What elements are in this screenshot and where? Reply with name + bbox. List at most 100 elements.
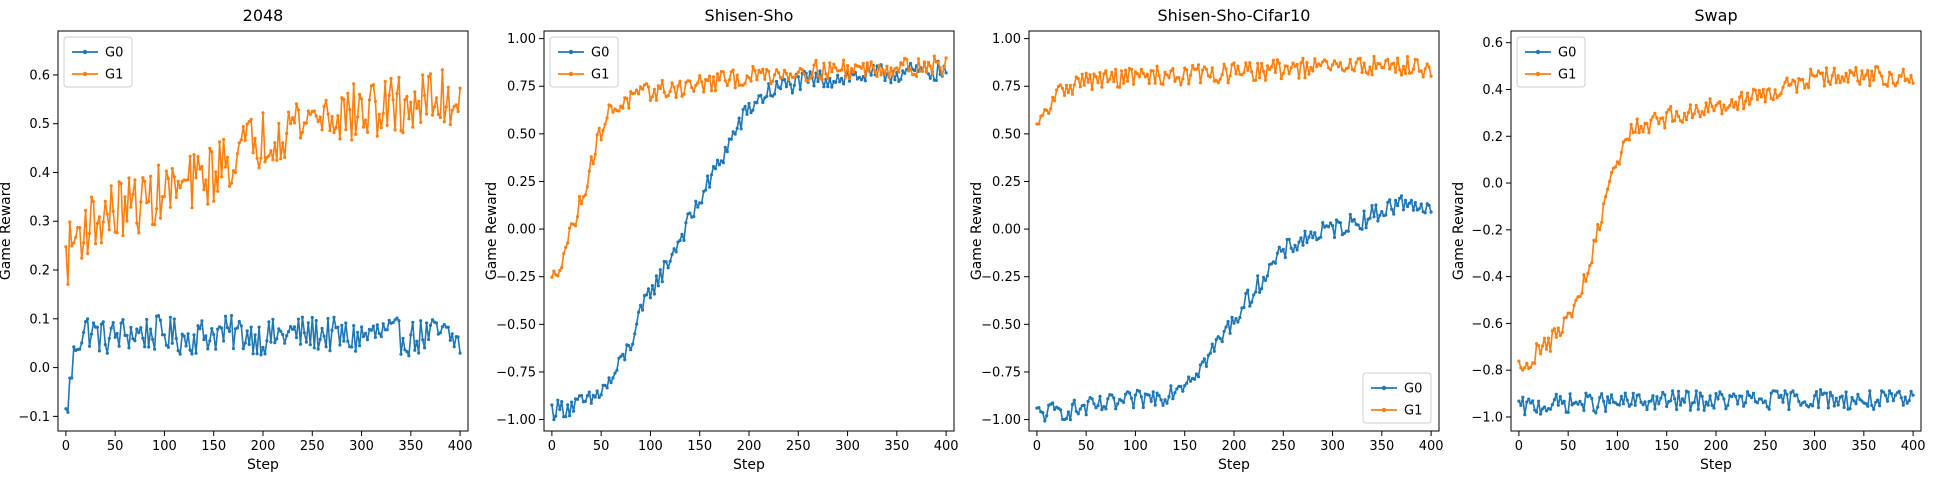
data-point bbox=[1293, 243, 1297, 247]
data-point bbox=[1360, 71, 1364, 75]
data-point bbox=[1226, 319, 1230, 324]
data-point bbox=[650, 95, 655, 99]
data-point bbox=[1832, 404, 1836, 408]
data-point bbox=[444, 105, 448, 109]
data-point bbox=[706, 78, 710, 83]
data-point bbox=[924, 70, 929, 74]
data-point bbox=[1621, 140, 1625, 144]
data-point bbox=[1399, 73, 1404, 77]
data-point bbox=[371, 324, 375, 328]
data-point bbox=[328, 349, 332, 353]
data-point bbox=[1252, 293, 1256, 297]
data-point bbox=[405, 350, 409, 354]
data-point bbox=[131, 337, 135, 341]
data-point bbox=[1749, 396, 1754, 400]
data-point bbox=[292, 121, 297, 125]
data-point bbox=[1574, 298, 1578, 302]
data-point bbox=[194, 351, 198, 355]
legend-label-g1: G1 bbox=[1404, 404, 1422, 419]
data-point bbox=[1045, 414, 1049, 418]
data-point bbox=[436, 112, 440, 116]
data-point bbox=[259, 353, 263, 357]
data-point bbox=[265, 339, 269, 343]
data-point bbox=[877, 63, 881, 67]
data-point bbox=[751, 108, 755, 112]
data-point bbox=[186, 332, 190, 336]
data-point bbox=[737, 116, 741, 120]
data-point bbox=[1899, 74, 1903, 78]
data-point bbox=[1745, 91, 1750, 95]
data-point bbox=[279, 329, 283, 333]
data-point bbox=[253, 136, 257, 141]
data-point bbox=[458, 351, 462, 355]
data-point bbox=[1734, 394, 1738, 399]
data-point bbox=[1096, 81, 1100, 85]
data-point bbox=[690, 85, 694, 90]
data-point bbox=[733, 86, 737, 90]
data-point bbox=[1669, 399, 1673, 403]
x-tick-label: 250 bbox=[1753, 439, 1778, 454]
data-point bbox=[725, 83, 729, 88]
data-point bbox=[1617, 162, 1621, 166]
data-point bbox=[1647, 131, 1651, 135]
data-point bbox=[1062, 93, 1067, 97]
data-point bbox=[552, 418, 556, 422]
data-point bbox=[1539, 352, 1543, 356]
data-point bbox=[279, 157, 283, 161]
data-point bbox=[285, 334, 289, 338]
data-point bbox=[1876, 65, 1880, 69]
data-point bbox=[1694, 389, 1698, 393]
data-point bbox=[1204, 364, 1208, 368]
data-point bbox=[702, 90, 706, 94]
data-point bbox=[1621, 402, 1625, 406]
data-point bbox=[700, 80, 704, 84]
data-point bbox=[361, 335, 366, 339]
data-point bbox=[847, 79, 852, 83]
data-point bbox=[289, 325, 293, 329]
data-point bbox=[1850, 395, 1854, 400]
data-point bbox=[1850, 71, 1854, 75]
data-point bbox=[1710, 403, 1714, 407]
data-point bbox=[1606, 187, 1610, 191]
data-point bbox=[1411, 208, 1415, 212]
data-point bbox=[1313, 231, 1317, 235]
data-point bbox=[715, 72, 720, 76]
data-point bbox=[761, 100, 765, 105]
data-point bbox=[1179, 83, 1183, 87]
series-markers-g1 bbox=[550, 54, 948, 279]
data-point bbox=[127, 176, 131, 180]
data-point bbox=[1692, 400, 1696, 404]
data-point bbox=[1609, 171, 1614, 175]
x-tick-label: 0 bbox=[1033, 439, 1041, 454]
data-point bbox=[336, 325, 340, 329]
data-point bbox=[184, 344, 188, 348]
data-point bbox=[306, 321, 310, 325]
y-tick-label: 0.25 bbox=[992, 175, 1021, 190]
data-point bbox=[1358, 56, 1362, 60]
legend-swatch-marker bbox=[1535, 49, 1541, 55]
data-point bbox=[587, 390, 591, 394]
data-point bbox=[708, 74, 712, 78]
data-point bbox=[1047, 111, 1051, 115]
data-point bbox=[1076, 412, 1080, 416]
data-point bbox=[1600, 220, 1604, 224]
x-tick-label: 250 bbox=[786, 439, 811, 454]
data-point bbox=[1315, 65, 1319, 69]
data-point bbox=[296, 108, 301, 112]
data-point bbox=[1388, 198, 1392, 202]
data-point bbox=[1765, 405, 1769, 409]
data-point bbox=[143, 179, 147, 183]
data-point bbox=[196, 155, 200, 159]
data-point bbox=[684, 221, 688, 225]
data-point bbox=[1864, 73, 1868, 77]
data-point bbox=[1864, 402, 1868, 406]
data-point bbox=[1525, 400, 1529, 404]
data-point bbox=[1210, 66, 1214, 70]
data-point bbox=[417, 351, 421, 355]
data-point bbox=[660, 280, 664, 284]
data-point bbox=[1807, 405, 1811, 409]
data-point bbox=[448, 122, 452, 127]
data-point bbox=[1795, 393, 1799, 397]
data-point bbox=[91, 321, 96, 325]
data-point bbox=[859, 66, 864, 70]
